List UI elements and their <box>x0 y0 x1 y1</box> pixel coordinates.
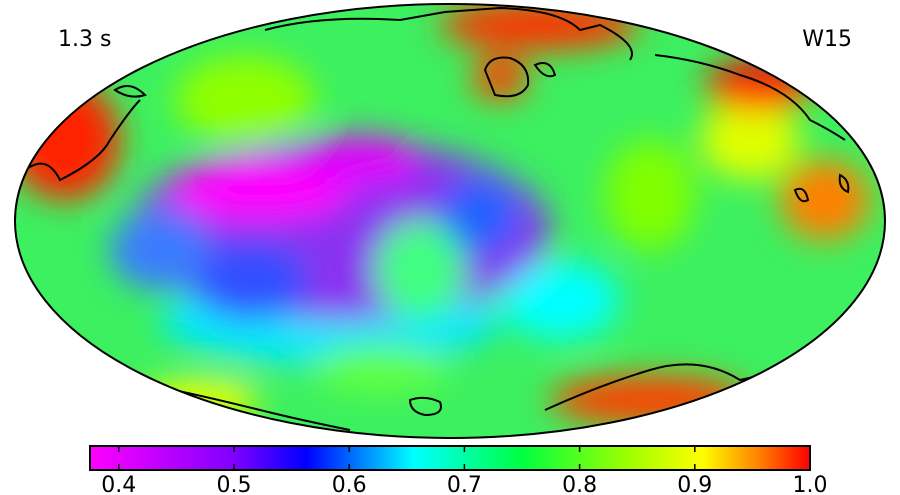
colorbar-tick-label: 0.6 <box>332 473 367 495</box>
colorbar-tick-label: 0.9 <box>677 473 712 495</box>
colorbar-tick-label: 0.4 <box>101 473 136 495</box>
model-label: W15 <box>802 27 852 52</box>
colorbar-tick-label: 0.7 <box>447 473 482 495</box>
colorbar <box>89 445 811 471</box>
map-field <box>15 4 885 438</box>
period-label: 1.3 s <box>58 27 111 52</box>
colorbar-tick-label: 0.8 <box>562 473 597 495</box>
colorbar-tick-label: 1.0 <box>793 473 828 495</box>
map-outline <box>14 3 886 439</box>
colorbar-tick-label: 0.5 <box>217 473 252 495</box>
